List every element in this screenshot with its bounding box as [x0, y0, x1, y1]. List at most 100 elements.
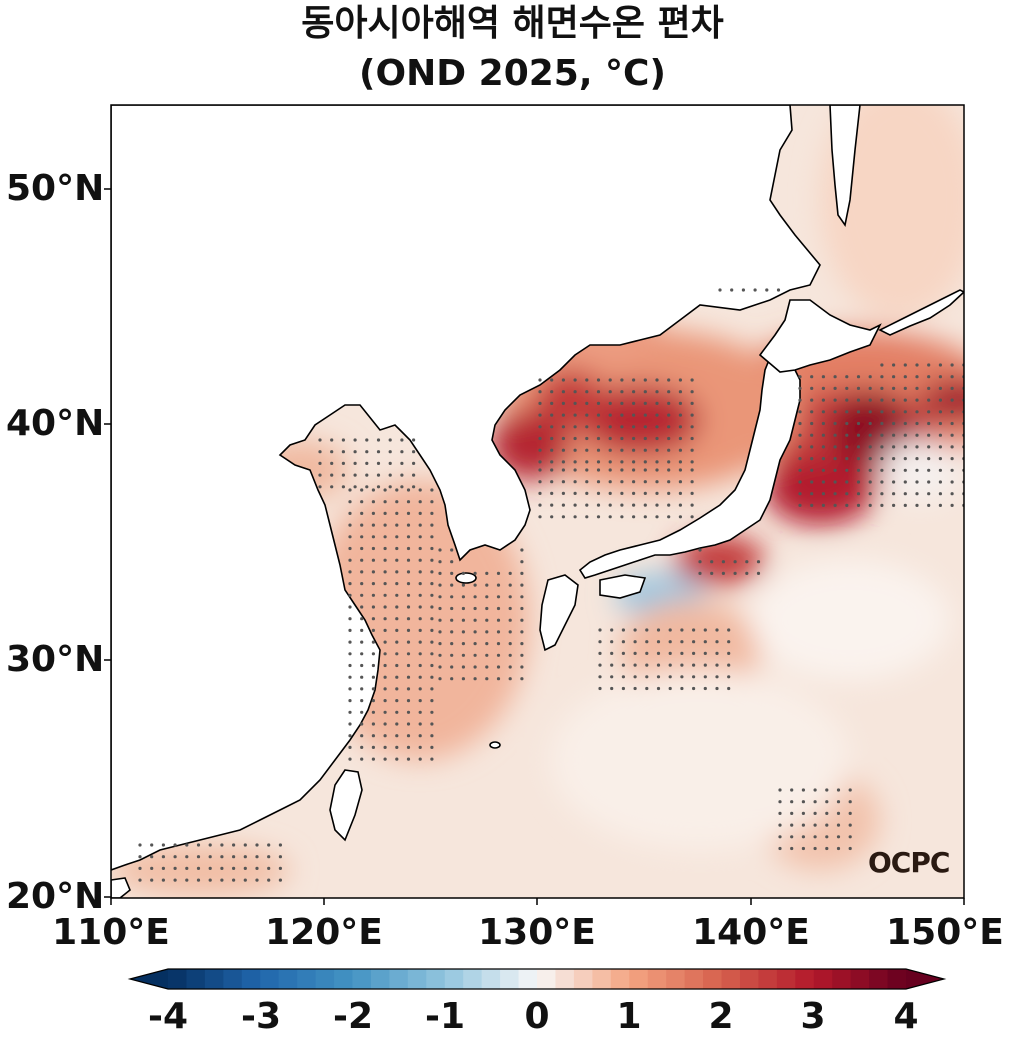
- stipple-dot: [418, 500, 422, 504]
- colorbar-segment: [776, 969, 796, 989]
- stipple-dot: [833, 421, 837, 426]
- stipple-dot: [621, 651, 626, 656]
- stipple-dot: [668, 651, 672, 656]
- colorbar-segment: [795, 969, 815, 989]
- stipple-dot: [450, 618, 454, 622]
- stipple-dot: [892, 492, 896, 496]
- lon-tick-label: 120°E: [265, 912, 383, 953]
- stipple-dot: [715, 651, 719, 656]
- stipple-dot: [620, 390, 624, 394]
- colorbar-segment: [629, 969, 649, 989]
- stipple-dot: [836, 800, 841, 804]
- stipple-dot: [856, 480, 861, 484]
- stipple-dot: [836, 846, 841, 851]
- stipple-dot: [395, 640, 399, 644]
- stipple-dot: [608, 413, 612, 417]
- stipple-dot: [473, 630, 477, 634]
- stipple-dot: [868, 398, 872, 402]
- stipple-dot: [585, 413, 589, 417]
- colorbar-segment: [647, 969, 667, 989]
- stipple-dot: [538, 468, 542, 472]
- stipple-dot: [371, 523, 375, 527]
- stipple-dot: [825, 788, 829, 792]
- coastlines: [111, 105, 964, 898]
- stipple-dot: [810, 445, 814, 449]
- stipple-dot: [418, 734, 422, 738]
- stipple-dot: [821, 492, 826, 496]
- stipple-dot: [395, 757, 399, 761]
- stipple-dot: [927, 410, 931, 414]
- stipple-dot: [655, 390, 659, 394]
- colorbar-segment: [297, 969, 317, 989]
- stipple-dot: [550, 401, 554, 405]
- stipple-dot: [915, 480, 919, 484]
- colorbar-segment: [260, 969, 280, 989]
- stipple-dot: [880, 421, 884, 426]
- stipple-dot: [656, 686, 661, 691]
- stipple-dot: [383, 628, 387, 633]
- stipple-dot: [395, 734, 399, 738]
- stipple-dot: [412, 485, 416, 489]
- stipple-dot: [938, 503, 943, 507]
- stipple-dot: [801, 846, 806, 851]
- stipple-dot: [496, 595, 501, 599]
- stipple-dot: [173, 866, 177, 871]
- colorbar-segment: [850, 969, 870, 989]
- stipple-dot: [150, 855, 154, 859]
- lon-tick-label: 140°E: [692, 912, 810, 953]
- stipple-dot: [341, 461, 345, 465]
- stipple-dot: [318, 450, 322, 454]
- stipple-dot: [360, 640, 364, 644]
- stipple-dot: [798, 375, 802, 379]
- stipple-dot: [220, 843, 224, 847]
- stipple-dot: [833, 375, 837, 379]
- stipple-dot: [412, 473, 416, 477]
- stipple-dot: [550, 503, 554, 507]
- stipple-dot: [438, 548, 442, 552]
- stipple-dot: [938, 410, 943, 414]
- stipple-dot: [330, 450, 334, 454]
- stipple-dot: [406, 663, 411, 668]
- stipple-dot: [733, 571, 737, 576]
- stipple-dot: [856, 410, 861, 414]
- colorbar-outline: [127, 968, 947, 990]
- stipple-dot: [721, 571, 726, 576]
- stipple-dot: [810, 386, 814, 390]
- stipple-dot: [185, 843, 189, 847]
- stipple-dot: [360, 500, 364, 504]
- colorbar-segment: [223, 969, 243, 989]
- stipple-dot: [461, 642, 465, 646]
- stipple-dot: [430, 535, 434, 539]
- stipple-dot: [655, 491, 659, 495]
- stipple-dot: [927, 468, 931, 472]
- stipple-dot: [561, 401, 566, 405]
- stipple-dot: [938, 398, 943, 402]
- stipple-dot: [692, 640, 696, 644]
- stipple-dot: [348, 582, 352, 586]
- stipple-dot: [608, 390, 612, 394]
- stipple-dot: [655, 468, 659, 472]
- stipple-dot: [632, 436, 636, 441]
- stipple-dot: [395, 699, 399, 703]
- stipple-dot: [406, 570, 411, 574]
- colorbar-tick-label: -4: [148, 996, 188, 1037]
- stipple-dot: [698, 548, 702, 552]
- stipple-dot: [620, 413, 624, 417]
- stipple-dot: [520, 595, 524, 599]
- stipple-dot: [243, 866, 247, 871]
- stipple-dot: [938, 492, 943, 496]
- stipple-dot: [538, 491, 542, 495]
- colorbar-segment: [500, 969, 520, 989]
- stipple-dot: [520, 571, 524, 576]
- colorbar-segment: [887, 969, 907, 989]
- stipple-dot: [430, 582, 434, 586]
- stipple-dot: [856, 433, 861, 437]
- colorbar-tick-label: -3: [241, 996, 281, 1037]
- stipple-dot: [610, 628, 614, 632]
- stipple-dot: [585, 448, 589, 452]
- stipple-dot: [255, 866, 259, 871]
- stipple-dot: [550, 378, 554, 382]
- stipple-dot: [868, 480, 872, 484]
- stipple-dot: [927, 457, 931, 461]
- stipple-dot: [360, 511, 364, 515]
